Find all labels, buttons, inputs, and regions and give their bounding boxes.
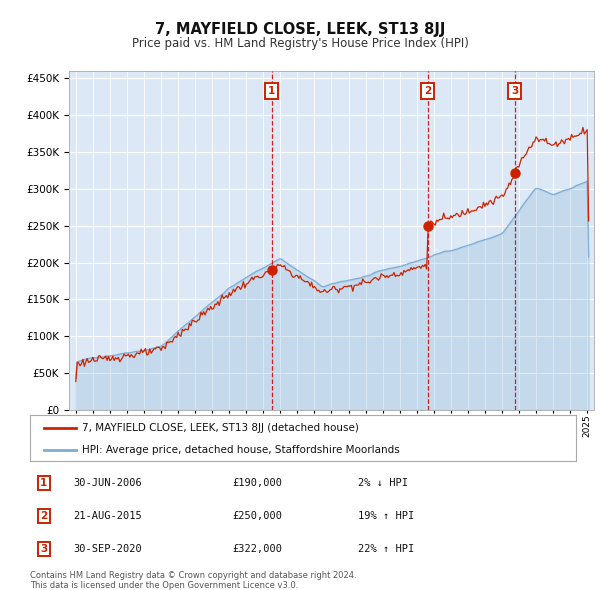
Text: 2% ↓ HPI: 2% ↓ HPI [358,478,407,488]
Text: £190,000: £190,000 [232,478,282,488]
Text: 22% ↑ HPI: 22% ↑ HPI [358,544,414,554]
Text: £322,000: £322,000 [232,544,282,554]
Text: £250,000: £250,000 [232,511,282,521]
Text: 2: 2 [424,86,431,96]
Text: HPI: Average price, detached house, Staffordshire Moorlands: HPI: Average price, detached house, Staf… [82,445,400,455]
Text: 30-JUN-2006: 30-JUN-2006 [74,478,142,488]
Text: 3: 3 [511,86,518,96]
Text: 7, MAYFIELD CLOSE, LEEK, ST13 8JJ: 7, MAYFIELD CLOSE, LEEK, ST13 8JJ [155,22,445,37]
Text: Contains HM Land Registry data © Crown copyright and database right 2024.
This d: Contains HM Land Registry data © Crown c… [30,571,356,590]
Text: 2: 2 [40,511,47,521]
Text: 30-SEP-2020: 30-SEP-2020 [74,544,142,554]
Text: 1: 1 [40,478,47,488]
Text: 21-AUG-2015: 21-AUG-2015 [74,511,142,521]
Text: 19% ↑ HPI: 19% ↑ HPI [358,511,414,521]
Text: 3: 3 [40,544,47,554]
Text: Price paid vs. HM Land Registry's House Price Index (HPI): Price paid vs. HM Land Registry's House … [131,37,469,50]
Text: 7, MAYFIELD CLOSE, LEEK, ST13 8JJ (detached house): 7, MAYFIELD CLOSE, LEEK, ST13 8JJ (detac… [82,423,359,433]
Text: 1: 1 [268,86,275,96]
